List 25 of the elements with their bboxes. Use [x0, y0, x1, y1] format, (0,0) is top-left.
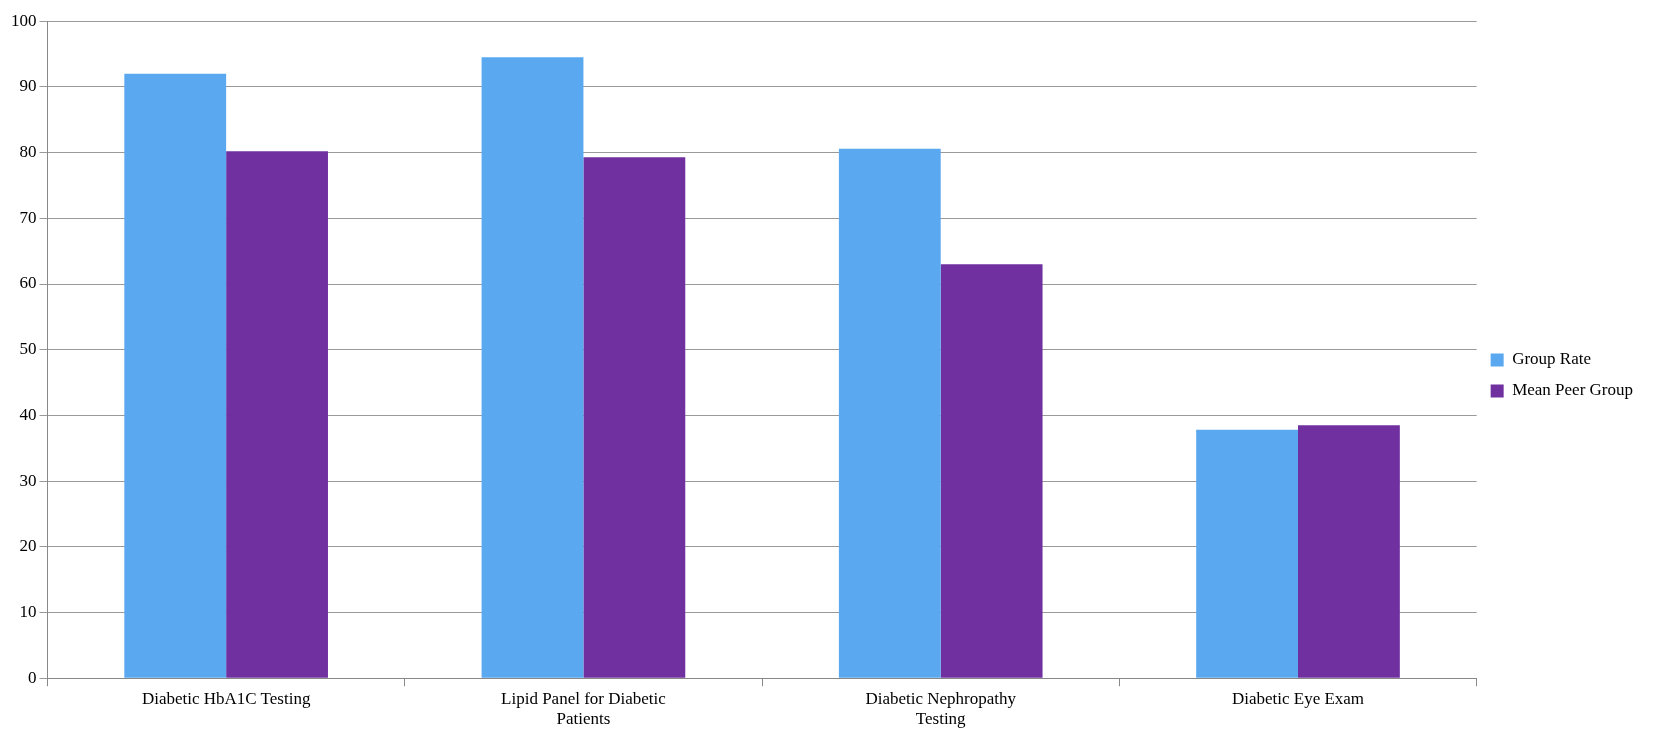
- bar: [124, 73, 227, 678]
- x-tick-label: Diabetic Nephropathy Testing: [865, 688, 1017, 729]
- x-tick-label: Diabetic Eye Exam: [1231, 688, 1365, 708]
- bar: [1196, 429, 1299, 678]
- y-tick-label: 10: [19, 601, 37, 621]
- x-tick-label: Lipid Panel for Diabetic Patients: [501, 688, 667, 729]
- y-tick-label: 30: [19, 470, 37, 490]
- legend-label: Mean Peer Group: [1512, 380, 1634, 400]
- bar: [838, 148, 941, 678]
- y-tick-label: 90: [19, 76, 37, 96]
- y-tick-label: 40: [19, 404, 37, 424]
- y-tick-label: 80: [19, 142, 37, 162]
- bar: [940, 264, 1043, 678]
- y-tick-label: 60: [19, 273, 37, 293]
- y-tick-label: 70: [19, 207, 37, 227]
- x-tick-label: Diabetic HbA1C Testing: [141, 688, 311, 708]
- bar: [226, 151, 328, 678]
- y-tick-label: 50: [19, 339, 37, 359]
- y-tick-label: 100: [11, 10, 37, 30]
- y-tick-label: 20: [19, 536, 37, 556]
- bar: [1298, 425, 1400, 678]
- legend-label: Group Rate: [1512, 349, 1591, 369]
- bar: [583, 157, 686, 678]
- bar: [481, 57, 584, 678]
- y-tick-label: 0: [28, 667, 37, 687]
